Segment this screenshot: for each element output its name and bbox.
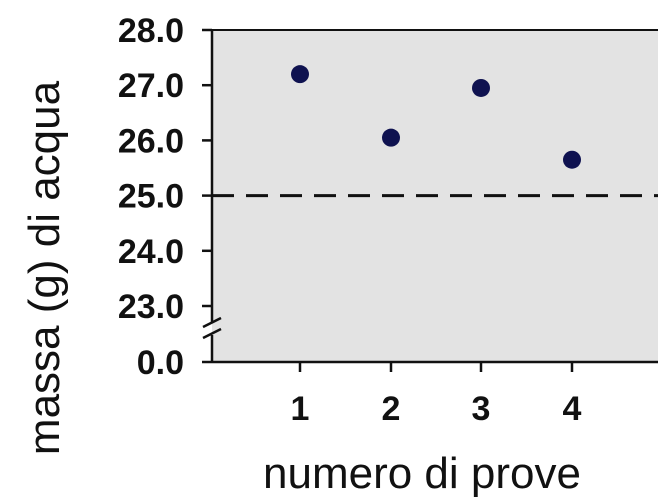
- axis-break-mark-upper: [202, 316, 222, 329]
- y-tick-label-23.0: 23.0: [118, 288, 184, 326]
- y-tick-label-0.0: 0.0: [137, 344, 184, 382]
- data-point-3: [472, 78, 490, 97]
- axes: [202, 28, 658, 372]
- y-axis-label: massa (g) di acqua: [20, 80, 69, 455]
- axis-break-mark-lower: [202, 327, 222, 340]
- tick-labels: 0.0 23.0 24.0 25.0 26.0 27.0 28.0 1 2 3 4: [118, 12, 582, 428]
- x-axis-label: numero di prove: [263, 449, 581, 498]
- x-tick-label-4: 4: [563, 390, 582, 428]
- data-point-2: [382, 128, 400, 147]
- data-point-1: [291, 65, 309, 84]
- y-tick-label-25.0: 25.0: [118, 178, 184, 216]
- x-tick-label-2: 2: [382, 390, 401, 428]
- data-points: [291, 65, 581, 169]
- y-tick-label-27.0: 27.0: [118, 67, 184, 105]
- y-tick-label-26.0: 26.0: [118, 122, 184, 160]
- x-tick-label-3: 3: [472, 390, 491, 428]
- x-tick-label-1: 1: [291, 390, 310, 428]
- y-tick-label-24.0: 24.0: [118, 233, 184, 271]
- y-tick-label-28.0: 28.0: [118, 12, 184, 50]
- data-point-4: [563, 150, 581, 169]
